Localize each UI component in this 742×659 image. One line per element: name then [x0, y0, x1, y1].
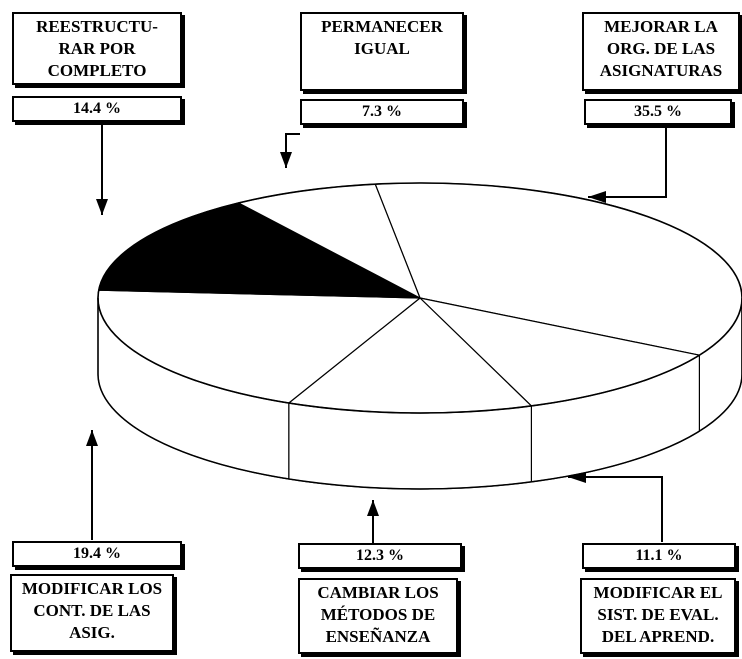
arrow-mejorar-line: [588, 128, 667, 198]
callout-line: DEL APREND.: [601, 627, 715, 646]
pie-bottom-edge: [97, 373, 742, 490]
callout-line: IGUAL: [354, 39, 410, 58]
callout-pct-mejorar: 35.5 %: [584, 99, 732, 125]
callout-arrows: [86, 124, 667, 543]
pie-side-2: [288, 402, 533, 490]
arrow-mejorar-head: [588, 191, 606, 203]
callout-line: CAMBIAR LOS: [317, 583, 439, 602]
callout-pct-reestructurar: 14.4 %: [12, 96, 182, 122]
callout-line: CONT. DE LAS: [33, 601, 151, 620]
arrow-cambiar-head: [367, 500, 379, 516]
arrow-reestructurar-head: [96, 199, 108, 215]
callout-pct-modificar-cont: 19.4 %: [12, 541, 182, 567]
callout-label-modificar-cont: MODIFICAR LOS CONT. DE LAS ASIG.: [10, 574, 174, 652]
arrow-permanecer-line: [285, 133, 300, 168]
callout-line: MÉTODOS DE: [320, 605, 436, 624]
callout-pct-modificar-eval: 11.1 %: [582, 543, 736, 569]
callout-label-cambiar: CAMBIAR LOS MÉTODOS DE ENSEÑANZA: [298, 578, 458, 654]
callout-label-reestructurar: REESTRUCTU- RAR POR COMPLETO: [12, 12, 182, 85]
callout-label-permanecer: PERMANECER IGUAL: [300, 12, 464, 91]
pie-3d: [97, 182, 742, 490]
callout-label-modificar-eval: MODIFICAR EL SIST. DE EVAL. DEL APREND.: [580, 578, 736, 654]
callout-line: MODIFICAR LOS: [21, 579, 163, 598]
arrow-permanecer-head: [280, 152, 292, 168]
callout-pct-permanecer: 7.3 %: [300, 99, 464, 125]
callout-line: MODIFICAR EL: [593, 583, 723, 602]
callout-line: REESTRUCTU-: [36, 17, 158, 36]
callout-line: ENSEÑANZA: [325, 627, 431, 646]
arrow-modificar-cont-head: [86, 430, 98, 446]
arrow-modificar-eval-line: [568, 476, 663, 542]
callout-line: RAR POR: [58, 39, 136, 58]
callout-line: ORG. DE LAS: [606, 39, 716, 58]
callout-line: COMPLETO: [47, 61, 147, 80]
callout-line: ASIG.: [69, 623, 115, 642]
callout-line: ASIGNATURAS: [599, 61, 723, 80]
callout-line: MEJORAR LA: [604, 17, 718, 36]
callout-line: PERMANECER: [321, 17, 443, 36]
callout-pct-cambiar: 12.3 %: [298, 543, 462, 569]
callout-label-mejorar: MEJORAR LA ORG. DE LAS ASIGNATURAS: [582, 12, 740, 91]
callout-line: SIST. DE EVAL.: [597, 605, 719, 624]
